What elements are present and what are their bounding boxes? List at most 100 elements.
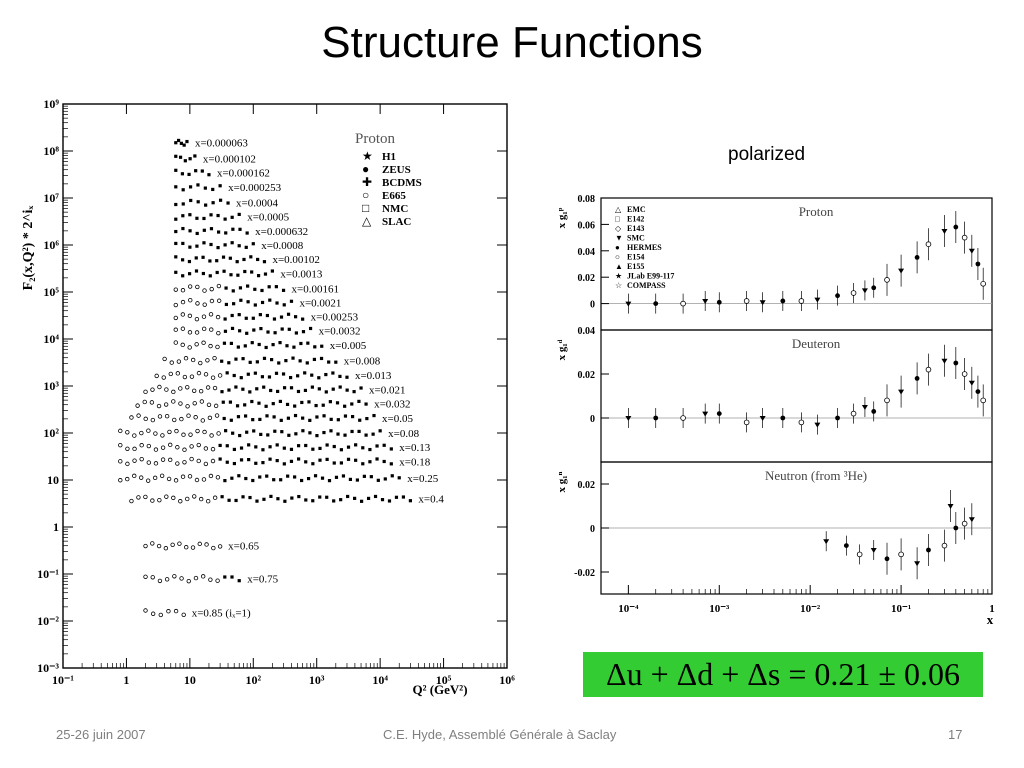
- f2-point: [279, 315, 284, 319]
- f2-point: [294, 331, 298, 335]
- f2-point: [247, 458, 251, 462]
- f2-point: [222, 269, 226, 273]
- f2-point: [265, 313, 270, 318]
- f2-point: [125, 461, 130, 467]
- f2-series-label: x=0.08: [388, 428, 419, 440]
- f2-series-label: x=0.013: [355, 370, 392, 382]
- f2-point: [181, 612, 186, 618]
- g1-point: [925, 366, 932, 373]
- f2-xtick-label: 10⁵: [436, 673, 452, 687]
- f2-point: [358, 418, 362, 422]
- f2-point: [248, 495, 252, 500]
- f2-point: [196, 442, 201, 448]
- g1-point: [835, 415, 840, 421]
- g1-point: [835, 293, 840, 299]
- f2-point: [280, 327, 284, 331]
- f2-point: [208, 312, 214, 317]
- footer-author: C.E. Hyde, Assemblé Générale à Saclay: [383, 727, 617, 742]
- f2-point: [118, 459, 123, 464]
- f2-series: [174, 198, 230, 207]
- f2-point: [256, 257, 260, 262]
- f2-point: [269, 494, 273, 499]
- f2-point: [304, 443, 308, 448]
- f2-point: [268, 457, 272, 461]
- f2-point: [261, 461, 265, 465]
- g1-panel-title: Neutron (from ³He): [765, 468, 867, 483]
- f2-point: [382, 459, 386, 464]
- f2-point: [332, 499, 336, 503]
- f2-point: [212, 355, 217, 361]
- f2-point: [237, 313, 241, 317]
- f2-point: [209, 286, 214, 292]
- f2-point: [150, 498, 155, 503]
- f2-point: [178, 401, 183, 406]
- f2-point: [251, 418, 255, 422]
- f2-point: [150, 387, 155, 392]
- g1-legend-entry: HERMES: [627, 243, 662, 252]
- f2-point: [246, 372, 250, 376]
- g1-point: [625, 416, 632, 421]
- f2-point: [307, 400, 311, 404]
- g1-ytick-label: 0.04: [578, 247, 596, 258]
- f2-series-label: x=0.0032: [319, 326, 361, 338]
- f2-point: [204, 203, 208, 207]
- f2-point: [225, 460, 229, 464]
- f2-point: [359, 386, 363, 390]
- f2-point: [334, 360, 338, 364]
- f2-point: [199, 399, 205, 404]
- f2-point: [222, 341, 227, 345]
- f2-point: [209, 227, 214, 231]
- f2-point: [164, 414, 170, 419]
- f2-point: [299, 341, 303, 346]
- f2-point: [157, 578, 163, 584]
- g1-ylabel: x g₁ᵈ: [556, 339, 568, 360]
- f2-point: [202, 228, 206, 232]
- f2-point: [273, 331, 277, 335]
- f2-ytick-label: 10⁻²: [37, 614, 59, 628]
- f2-point: [201, 314, 207, 319]
- f2-point: [220, 359, 224, 363]
- f2-point: [311, 462, 315, 466]
- g1-point: [850, 410, 857, 417]
- f2-point: [258, 313, 262, 317]
- f2-point: [153, 447, 159, 452]
- g1-legend-entry: E143: [627, 224, 644, 233]
- f2-ytick-label: 10²: [43, 426, 59, 440]
- f2-point: [320, 344, 324, 348]
- f2-point: [372, 413, 376, 418]
- f2-point: [215, 314, 221, 320]
- g1-point: [743, 298, 750, 304]
- g1-point: [898, 389, 905, 395]
- g1-legend-symbol: ▲: [615, 262, 623, 271]
- slide-title: Structure Functions: [321, 18, 703, 67]
- g1-legend-entry: E154: [627, 253, 644, 262]
- f2-point: [171, 389, 176, 395]
- f2-point: [223, 217, 227, 221]
- f2-point: [162, 356, 167, 362]
- f2-point: [187, 272, 192, 276]
- g1-legend-symbol: ○: [615, 253, 620, 262]
- f2-point: [198, 496, 204, 502]
- f2-point: [239, 458, 244, 462]
- f2-point: [311, 499, 315, 503]
- f2-point: [275, 443, 279, 447]
- f2-point: [245, 331, 249, 335]
- f2-point: [132, 458, 137, 463]
- f2-point: [276, 497, 280, 501]
- f2-point: [251, 478, 255, 483]
- g1-ytick-label: 0: [590, 524, 595, 535]
- f2-point: [129, 498, 134, 504]
- f2-point: [186, 413, 191, 418]
- f2-point: [203, 186, 207, 190]
- g1-point: [716, 411, 722, 416]
- f2-point: [264, 404, 268, 408]
- f2-point: [262, 385, 266, 389]
- f2-point: [220, 495, 224, 499]
- polarized-label: polarized: [728, 144, 806, 165]
- f2-point: [232, 447, 236, 452]
- f2-point: [245, 430, 249, 434]
- f2-point: [368, 460, 372, 464]
- f2-point: [373, 494, 378, 499]
- f2-series: [173, 312, 305, 322]
- f2-point: [250, 341, 254, 345]
